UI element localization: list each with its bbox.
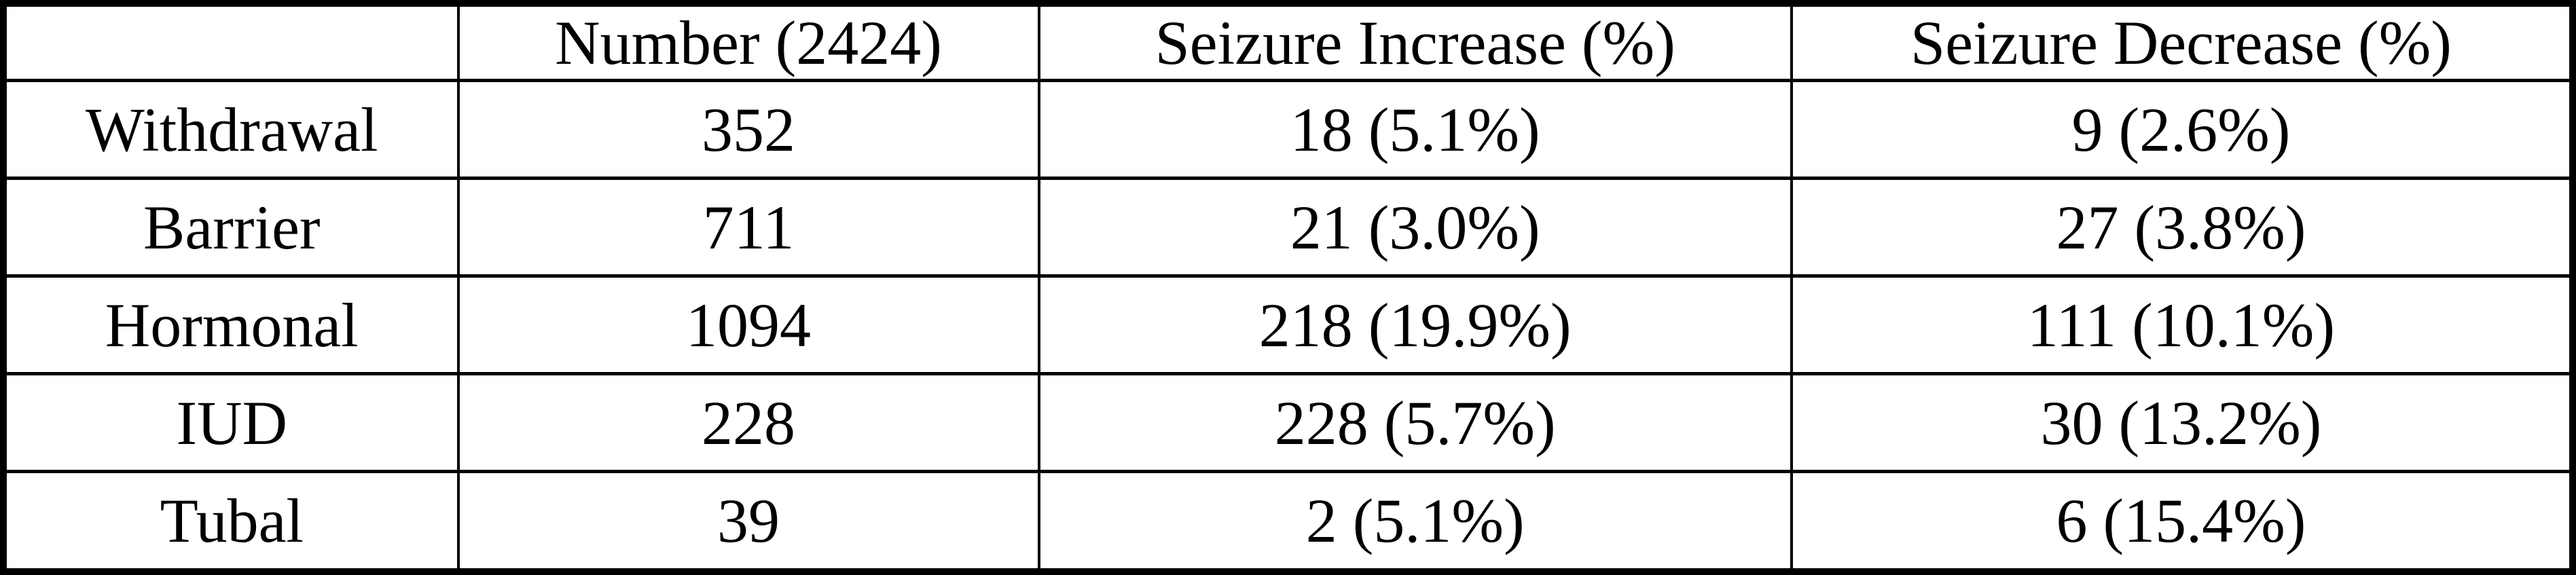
increase-cell: 21 (3.0%) [1037,177,1793,278]
decrease-cell: 111 (10.1%) [1790,274,2575,376]
column-header-number: Number (2424) [456,1,1040,82]
method-cell: Tubal [2,470,460,574]
decrease-cell: 27 (3.8%) [1790,177,2575,278]
method-cell: IUD [2,372,460,474]
method-cell: Hormonal [2,274,460,376]
number-cell: 352 [456,78,1040,181]
increase-cell: 228 (5.7%) [1037,372,1793,474]
number-cell: 711 [456,177,1040,278]
column-header-method [2,1,460,82]
number-cell: 1094 [456,274,1040,376]
table-row: Hormonal 1094 218 (19.9%) 111 (10.1%) [2,274,2575,376]
increase-cell: 218 (19.9%) [1037,274,1793,376]
decrease-cell: 6 (15.4%) [1790,470,2575,574]
increase-cell: 18 (5.1%) [1037,78,1793,181]
method-cell: Barrier [2,177,460,278]
table-row: Barrier 711 21 (3.0%) 27 (3.8%) [2,177,2575,278]
table-row: IUD 228 228 (5.7%) 30 (13.2%) [2,372,2575,474]
column-header-seizure-increase: Seizure Increase (%) [1037,1,1793,82]
number-cell: 228 [456,372,1040,474]
increase-cell: 2 (5.1%) [1037,470,1793,574]
decrease-cell: 9 (2.6%) [1790,78,2575,181]
column-header-seizure-decrease: Seizure Decrease (%) [1790,1,2575,82]
table-row: Tubal 39 2 (5.1%) 6 (15.4%) [2,470,2575,574]
method-cell: Withdrawal [2,78,460,181]
decrease-cell: 30 (13.2%) [1790,372,2575,474]
table-row: Withdrawal 352 18 (5.1%) 9 (2.6%) [2,78,2575,181]
header-row: Number (2424) Seizure Increase (%) Seizu… [2,1,2575,82]
number-cell: 39 [456,470,1040,574]
